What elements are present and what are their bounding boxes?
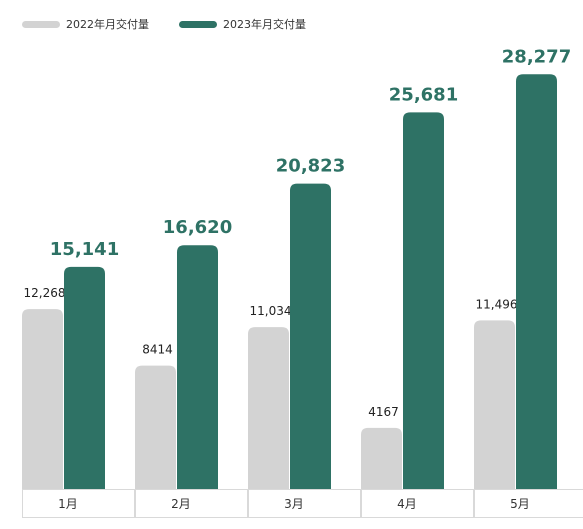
bar-2022	[248, 327, 289, 489]
x-tick-label: 4月	[397, 497, 417, 511]
x-axis-cell	[22, 489, 135, 518]
legend-item-2022: 2022年月交付量	[22, 16, 149, 32]
x-axis-cell	[135, 489, 248, 518]
bar-2022	[474, 320, 515, 489]
legend-swatch-2023	[179, 20, 217, 28]
data-label-2023: 25,681	[389, 84, 458, 105]
x-axis-cell	[248, 489, 361, 518]
x-axis-cell	[361, 489, 474, 518]
data-label-2023: 28,277	[502, 46, 571, 67]
x-axis-cell	[474, 489, 583, 518]
bar-2023	[403, 112, 444, 489]
x-tick-label: 2月	[171, 497, 191, 511]
bar-2023	[64, 266, 105, 489]
bar-2022	[135, 365, 176, 489]
data-label-2022: 11,034	[250, 304, 292, 318]
x-tick-label: 1月	[58, 497, 78, 511]
bar-2022	[22, 309, 63, 489]
data-label-2022: 11,496	[476, 297, 518, 311]
data-label-2022: 8414	[142, 343, 173, 357]
data-label-2023: 15,141	[50, 239, 119, 260]
legend-label-2023: 2023年月交付量	[223, 18, 306, 31]
x-tick-label: 5月	[510, 497, 530, 511]
legend-swatch-2022	[22, 20, 60, 28]
data-label-2022: 4167	[368, 405, 399, 419]
data-label-2023: 20,823	[276, 156, 345, 177]
x-tick-label: 3月	[284, 497, 304, 511]
bar-2022	[361, 427, 402, 489]
legend-label-2022: 2022年月交付量	[66, 18, 149, 31]
bar-2023	[177, 245, 218, 489]
data-label-2023: 16,620	[163, 217, 232, 238]
bar-2023	[290, 183, 331, 489]
data-label-2022: 12,268	[24, 286, 66, 300]
legend: 2022年月交付量 2023年月交付量	[22, 14, 336, 34]
legend-item-2023: 2023年月交付量	[179, 16, 306, 32]
bar-2023	[516, 74, 557, 490]
